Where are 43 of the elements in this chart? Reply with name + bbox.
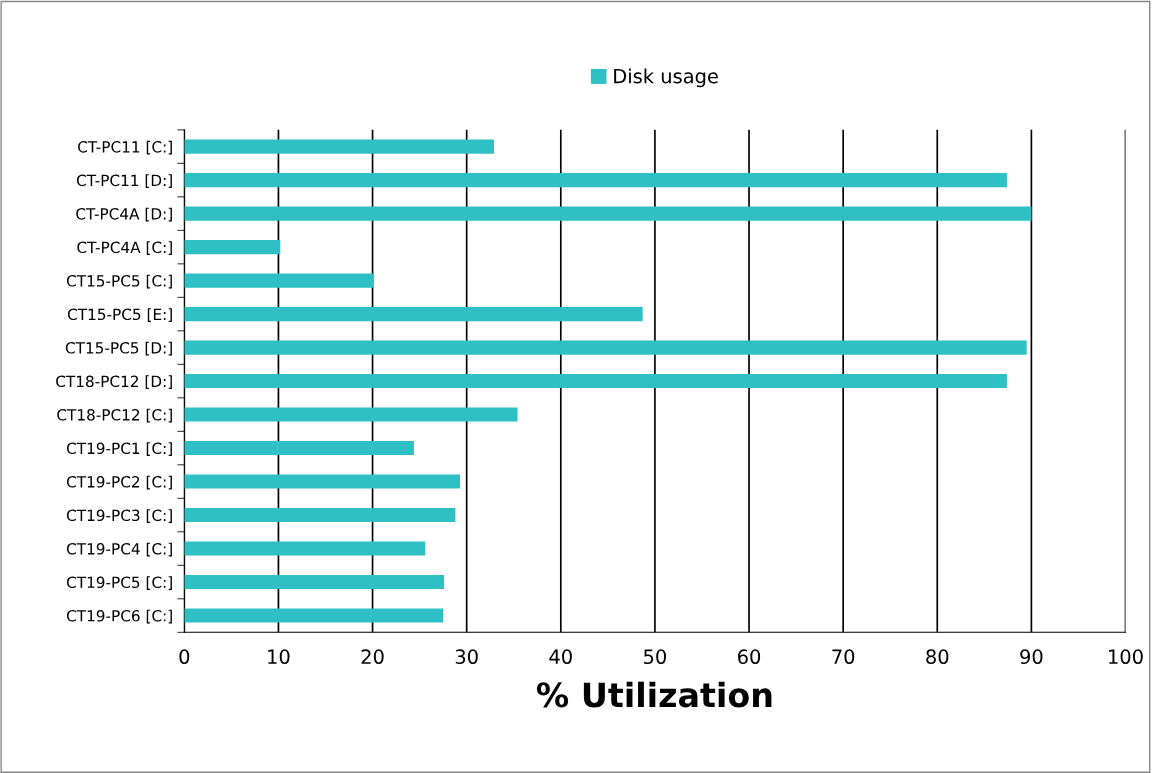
y-tick-label: CT15-PC5 [D:]: [65, 341, 172, 356]
bar: [184, 608, 444, 623]
bar: [184, 240, 281, 255]
x-tick-label: 90: [1020, 649, 1043, 665]
y-tick-label: CT-PC4A [C:]: [77, 241, 172, 255]
bar: [184, 508, 456, 523]
bar: [184, 374, 1007, 389]
y-tick-label: CT19-PC6 [C:]: [66, 609, 172, 624]
x-tick-label: 50: [644, 649, 666, 665]
x-tick-label: 10: [268, 649, 290, 665]
bar: [184, 307, 643, 322]
x-tick-label: 40: [549, 649, 572, 665]
y-tick-label: CT18-PC12 [C:]: [57, 408, 172, 423]
x-tick-label: 70: [832, 649, 855, 665]
x-tick-label: 30: [455, 649, 478, 665]
x-tick-label: 60: [738, 649, 761, 665]
x-axis-title: % Utilization: [536, 681, 772, 708]
bar: [184, 407, 518, 422]
bar: [184, 139, 494, 154]
legend-label: Disk usage: [614, 68, 718, 88]
bar: [184, 541, 426, 556]
y-tick-label: CT-PC11 [D:]: [76, 174, 172, 188]
y-tick-label: CT15-PC5 [C:]: [66, 274, 172, 289]
bar: [184, 474, 461, 489]
bar: [184, 575, 445, 590]
x-tick-label: 0: [179, 649, 190, 665]
bar: [184, 206, 1032, 221]
x-tick-label: 80: [926, 649, 949, 665]
y-tick-label: CT19-PC1 [C:]: [66, 442, 172, 456]
y-tick-label: CT-PC11 [C:]: [78, 140, 172, 155]
y-tick-label: CT18-PC12 [D:]: [56, 375, 172, 389]
bar: [184, 173, 1007, 188]
y-tick-label: CT19-PC4 [C:]: [66, 542, 172, 557]
x-tick-label: 100: [1109, 649, 1143, 665]
y-tick-label: CT19-PC2 [C:]: [66, 475, 172, 490]
x-tick-label: 20: [361, 649, 384, 665]
bar: [184, 441, 414, 456]
y-tick-label: CT19-PC5 [C:]: [66, 576, 172, 590]
bar: [184, 340, 1027, 355]
y-tick-label: CT19-PC3 [C:]: [66, 509, 172, 523]
bar: [184, 273, 374, 288]
y-tick-label: CT-PC4A [D:]: [76, 207, 172, 222]
y-tick-label: CT15-PC5 [E:]: [67, 308, 172, 322]
